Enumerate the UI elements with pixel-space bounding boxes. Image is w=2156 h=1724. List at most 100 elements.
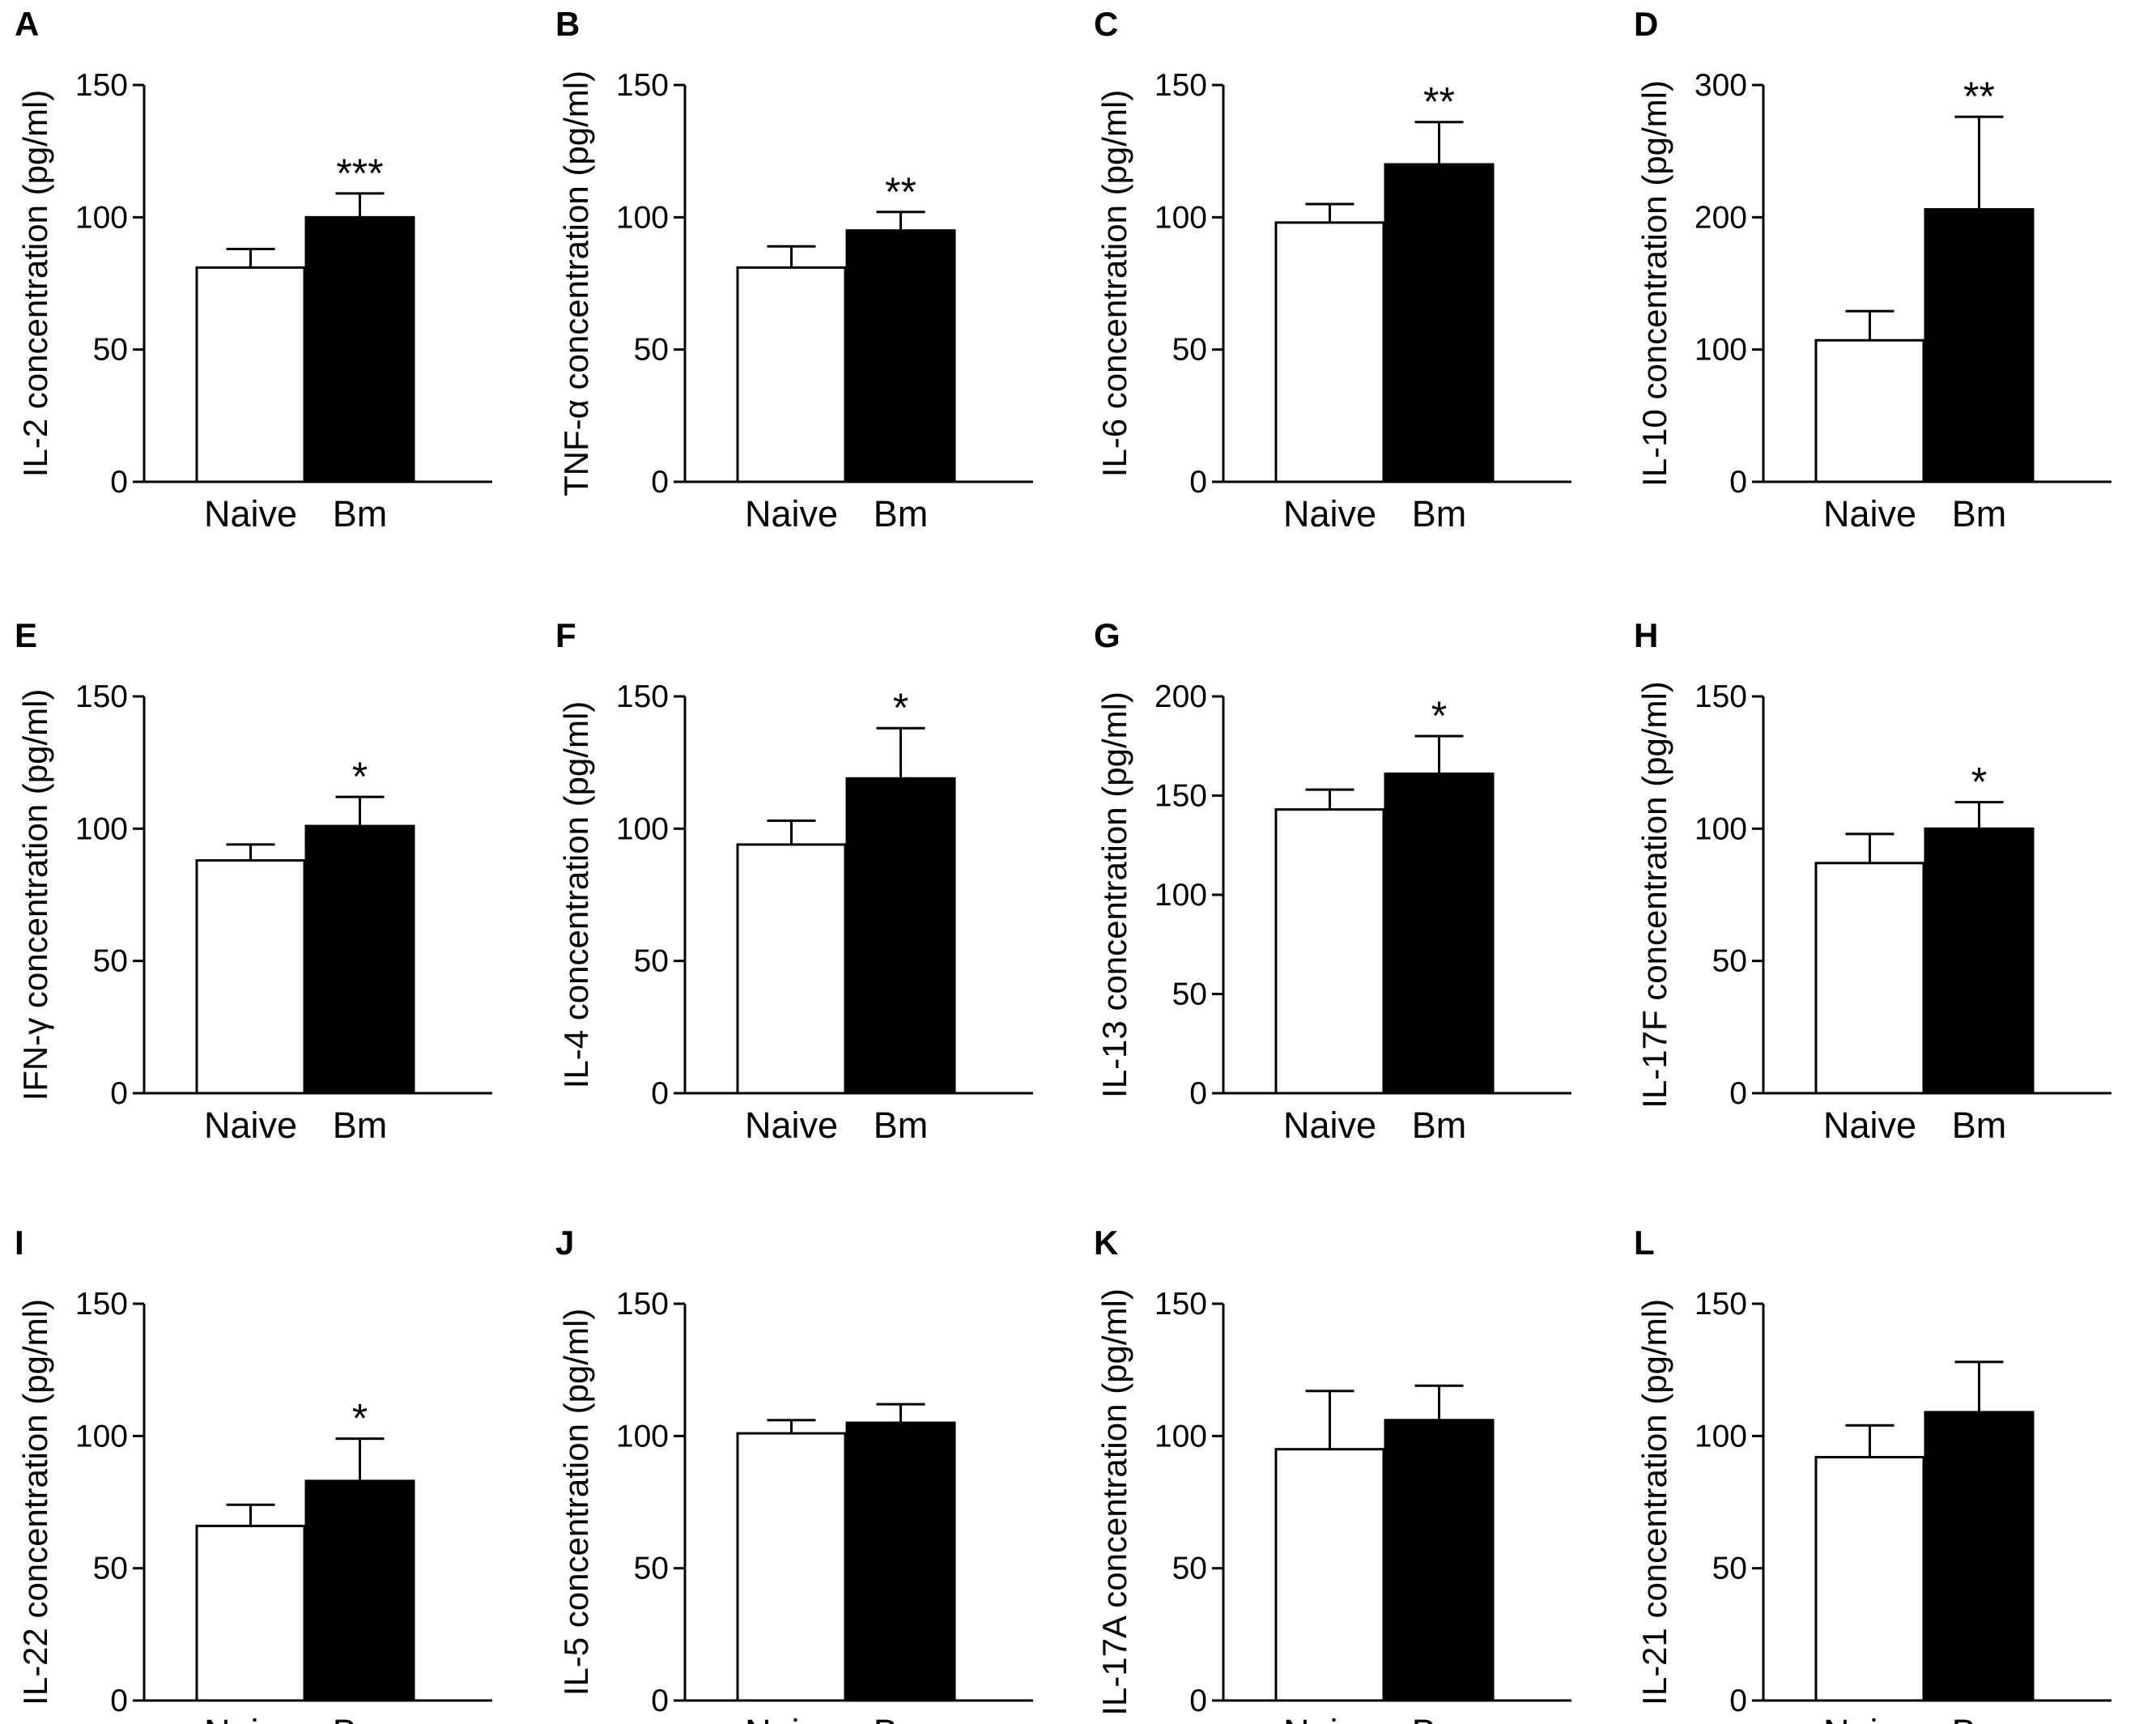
x-category-label: Bm <box>1952 1105 2007 1146</box>
y-axis-label: IL-10 concentration (pg/ml) <box>1635 80 1673 487</box>
panel-letter: H <box>1634 616 1658 654</box>
panel-l: L IL-21 concentration (pg/ml) 0 50 100 150 Nai… <box>1634 1224 2111 1724</box>
y-tick-label: 50 <box>93 944 128 979</box>
panel-letter: E <box>15 616 37 654</box>
y-tick-label: 0 <box>110 465 128 500</box>
y-tick-label: 150 <box>616 679 669 714</box>
y-tick-label: 0 <box>1189 1076 1207 1111</box>
bar-naive <box>736 843 847 1095</box>
panel-letter: B <box>555 5 580 43</box>
bar-bm <box>845 229 956 483</box>
y-tick-label: 50 <box>634 1552 669 1586</box>
y-axis-label: IL-4 concentration (pg/ml) <box>557 701 595 1089</box>
y-axis-label: TNF-α concentration (pg/ml) <box>557 70 595 496</box>
panel-letter: C <box>1094 5 1118 43</box>
panel-f: F IL-4 concentration (pg/ml) 0 50 100 150 Naiv… <box>555 616 1033 1146</box>
y-tick-label: 50 <box>1712 1552 1747 1586</box>
bar-bm <box>1384 1419 1495 1702</box>
y-tick-label: 150 <box>75 679 128 714</box>
y-tick-label: 100 <box>616 200 669 235</box>
x-category-label: Bm <box>874 1105 929 1146</box>
panel-d: D IL-10 concentration (pg/ml) 0 100 200 300 Na… <box>1634 5 2111 534</box>
significance-marker: *** <box>336 151 383 196</box>
x-category-label: Bm <box>1412 1712 1467 1724</box>
significance-marker: ** <box>1423 79 1455 125</box>
panel-i: I IL-22 concentration (pg/ml) 0 50 100 150 Nai… <box>15 1224 492 1724</box>
x-category-label: Bm <box>1952 493 2007 534</box>
x-category-label: Naive <box>1823 1105 1916 1146</box>
panel-e: E IFN-γ concentration (pg/ml) 0 50 100 150 Nai… <box>15 616 492 1146</box>
bar-naive <box>736 266 847 483</box>
bar-naive <box>1274 1448 1385 1702</box>
y-tick-label: 50 <box>93 1552 128 1586</box>
bar-bm <box>845 1421 956 1702</box>
panel-letter: I <box>15 1224 24 1262</box>
y-tick-label: 100 <box>1695 811 1747 846</box>
significance-marker: * <box>893 685 908 730</box>
y-tick-label: 100 <box>1155 1419 1207 1454</box>
bar-bm <box>304 215 415 483</box>
bar-bm <box>1384 163 1495 483</box>
x-category-label: Bm <box>333 1712 388 1724</box>
x-category-label: Naive <box>745 493 838 534</box>
panel-g: G IL-13 concentration (pg/ml) 0 50 100 150 200… <box>1094 616 1571 1146</box>
y-tick-label: 0 <box>651 1076 669 1111</box>
y-axis-label: IL-2 concentration (pg/ml) <box>16 90 54 478</box>
y-tick-label: 100 <box>616 811 669 846</box>
panel-a: A IL-2 concentration (pg/ml) 0 50 100 150 Naiv… <box>15 5 492 534</box>
y-tick-label: 100 <box>616 1419 669 1454</box>
y-tick-label: 0 <box>1189 1684 1207 1718</box>
bar-naive <box>1814 1455 1925 1702</box>
x-category-label: Bm <box>874 1712 929 1724</box>
bar-naive <box>195 859 306 1095</box>
x-category-label: Naive <box>1283 1712 1376 1724</box>
bar-naive <box>1814 338 1925 483</box>
panel-letter: G <box>1094 616 1121 654</box>
y-tick-label: 100 <box>75 811 128 846</box>
panel-h: H IL-17F concentration (pg/ml) 0 50 100 150 Na… <box>1634 616 2111 1146</box>
panel-letter: L <box>1634 1224 1655 1262</box>
bar-bm <box>1924 1411 2035 1702</box>
y-tick-label: 50 <box>93 333 128 368</box>
y-tick-label: 100 <box>1695 1419 1747 1454</box>
y-tick-label: 100 <box>1155 878 1207 913</box>
y-tick-label: 100 <box>1155 200 1207 235</box>
panel-letter: A <box>15 5 39 43</box>
panel-letter: D <box>1634 5 1658 43</box>
y-tick-label: 0 <box>110 1076 128 1111</box>
y-tick-label: 0 <box>1729 465 1747 500</box>
y-axis-label: IL-22 concentration (pg/ml) <box>16 1299 54 1705</box>
x-category-label: Bm <box>333 493 388 534</box>
y-tick-label: 0 <box>1189 465 1207 500</box>
y-axis-label: IL-17F concentration (pg/ml) <box>1635 681 1673 1109</box>
y-tick-label: 200 <box>1695 200 1747 235</box>
panel-k: K IL-17A concentration (pg/ml) 0 50 100 150 Na… <box>1094 1224 1571 1724</box>
panel-letter: J <box>555 1224 574 1262</box>
y-tick-label: 150 <box>75 1287 128 1322</box>
x-category-label: Naive <box>1823 493 1916 534</box>
panel-j: J IL-5 concentration (pg/ml) 0 50 100 150 Naiv… <box>555 1224 1033 1724</box>
y-tick-label: 100 <box>1695 333 1747 368</box>
x-category-label: Naive <box>1283 1105 1376 1146</box>
y-tick-label: 150 <box>1695 1287 1747 1322</box>
bar-naive <box>736 1432 847 1702</box>
y-tick-label: 150 <box>1155 68 1207 103</box>
y-tick-label: 50 <box>1712 944 1747 979</box>
y-tick-label: 0 <box>1729 1076 1747 1111</box>
y-tick-label: 0 <box>651 465 669 500</box>
y-tick-label: 0 <box>110 1684 128 1718</box>
significance-marker: * <box>352 1396 368 1441</box>
x-category-label: Naive <box>1823 1712 1916 1724</box>
x-category-label: Naive <box>204 1712 297 1724</box>
y-axis-label: IL-6 concentration (pg/ml) <box>1095 90 1133 478</box>
x-category-label: Bm <box>1952 1712 2007 1724</box>
x-category-label: Bm <box>874 493 929 534</box>
y-axis-label: IL-13 concentration (pg/ml) <box>1095 692 1133 1098</box>
x-category-label: Naive <box>745 1105 838 1146</box>
bar-naive <box>195 1524 306 1702</box>
panel-c: C IL-6 concentration (pg/ml) 0 50 100 150 Naiv… <box>1094 5 1571 534</box>
bar-bm <box>1924 827 2035 1095</box>
y-tick-label: 100 <box>75 200 128 235</box>
bar-naive <box>195 266 306 483</box>
